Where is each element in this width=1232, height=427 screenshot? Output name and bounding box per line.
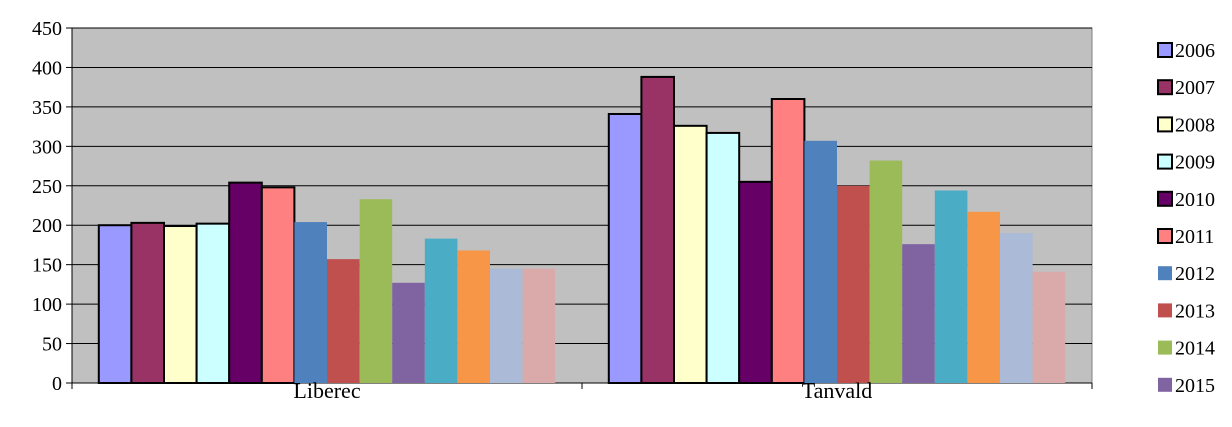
y-tick-label: 350 bbox=[32, 97, 62, 119]
legend-label: 2011 bbox=[1175, 226, 1214, 248]
legend-swatch bbox=[1158, 266, 1172, 281]
legend-label: 2006 bbox=[1175, 40, 1215, 62]
legend-label: 2009 bbox=[1175, 152, 1215, 174]
bar bbox=[195, 222, 231, 384]
legend-label: 2010 bbox=[1175, 189, 1215, 211]
bar bbox=[359, 199, 393, 383]
legend-swatch bbox=[1157, 228, 1173, 244]
legend-label: 2013 bbox=[1175, 300, 1215, 322]
bar bbox=[967, 211, 1000, 383]
legend-swatch bbox=[1157, 116, 1173, 133]
bar bbox=[130, 221, 165, 384]
y-tick-label: 100 bbox=[32, 294, 62, 316]
bars bbox=[97, 75, 1066, 385]
bar bbox=[392, 282, 425, 383]
legend-swatch bbox=[1158, 340, 1172, 355]
legend-swatch bbox=[1158, 377, 1172, 392]
bar bbox=[804, 140, 837, 383]
bar bbox=[490, 268, 523, 383]
bar bbox=[770, 98, 806, 384]
y-tick-label: 200 bbox=[32, 215, 62, 237]
y-tick-label: 0 bbox=[52, 373, 62, 395]
legend-swatch bbox=[1157, 79, 1173, 96]
bar bbox=[228, 181, 263, 384]
legend-label: 2007 bbox=[1175, 77, 1215, 99]
bar bbox=[705, 131, 741, 384]
category-label: Tanvald bbox=[802, 378, 873, 403]
bar bbox=[522, 268, 556, 383]
bar bbox=[97, 224, 133, 384]
bar bbox=[902, 244, 935, 383]
bar bbox=[640, 75, 676, 385]
bar bbox=[260, 186, 296, 384]
legend-swatch bbox=[1157, 190, 1173, 207]
bar bbox=[163, 225, 198, 384]
legend-label: 2012 bbox=[1175, 263, 1215, 285]
y-tick-label: 250 bbox=[32, 176, 62, 198]
bar bbox=[738, 180, 773, 384]
legend-label: 2015 bbox=[1175, 375, 1215, 397]
bar bbox=[327, 259, 360, 383]
y-tick-label: 50 bbox=[42, 334, 62, 356]
legend-label: 2014 bbox=[1175, 338, 1215, 360]
bar bbox=[837, 185, 870, 383]
legend-swatch bbox=[1157, 153, 1173, 170]
category-labels: Liberec Tanvald bbox=[293, 378, 872, 403]
bar bbox=[1032, 271, 1066, 383]
bar bbox=[869, 160, 903, 383]
bar bbox=[673, 124, 708, 384]
bar bbox=[457, 250, 490, 383]
y-tick-label: 150 bbox=[32, 255, 62, 277]
legend-swatch bbox=[1157, 42, 1173, 58]
legend-swatch bbox=[1158, 303, 1172, 318]
legend-label: 2008 bbox=[1175, 114, 1215, 136]
bar bbox=[1000, 233, 1033, 383]
bar bbox=[424, 238, 458, 383]
y-tick-label: 400 bbox=[32, 57, 62, 79]
y-axis-ticks: 0 50 100 150 200 250 300 350 400 450 bbox=[32, 18, 62, 395]
y-tick-label: 300 bbox=[32, 136, 62, 158]
bar bbox=[934, 190, 968, 383]
y-tick-label: 450 bbox=[32, 18, 62, 40]
bar bbox=[607, 112, 643, 384]
legend: 2006 2007 2008 2009 2010 2011 2012 2013 2014 2015 bbox=[1157, 40, 1215, 397]
bar bbox=[294, 222, 327, 383]
category-label: Liberec bbox=[293, 378, 360, 403]
